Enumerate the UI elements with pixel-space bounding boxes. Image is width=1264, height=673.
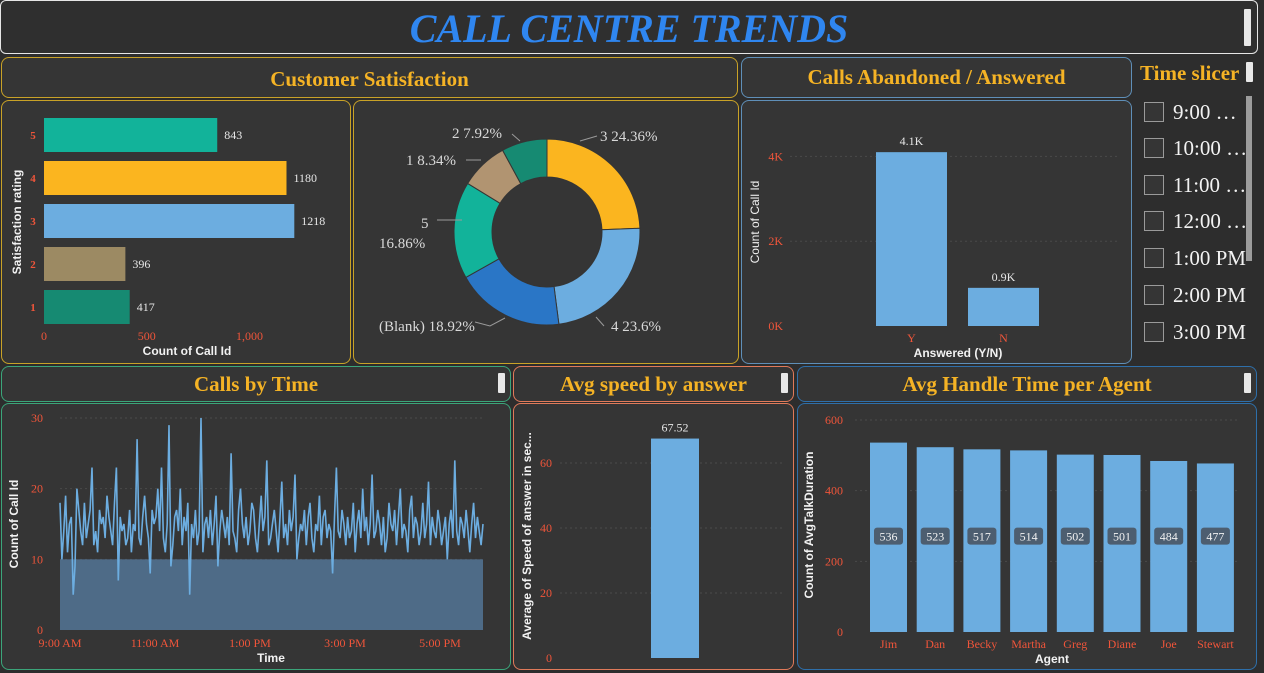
slicer-item[interactable]: 10:00 … <box>1144 135 1247 161</box>
header-calls-by-time-label: Calls by Time <box>193 372 319 396</box>
slicer-checkbox[interactable] <box>1144 102 1164 122</box>
slicer-scroll-track[interactable] <box>1246 96 1252 261</box>
header-calls-abandoned-label: Calls Abandoned / Answered <box>807 65 1066 89</box>
header-handle-time: Avg Handle Time per Agent <box>797 366 1257 402</box>
title-scrollbar[interactable] <box>1244 9 1251 46</box>
slicer-item[interactable]: 11:00 … <box>1144 172 1246 198</box>
header-avg-speed: Avg speed by answer <box>513 366 794 402</box>
handle-time-scrollbar[interactable] <box>1244 373 1251 393</box>
slicer-checkbox[interactable] <box>1144 322 1164 342</box>
header-time-slicer: Time slicer <box>1134 59 1254 89</box>
slicer-checkbox[interactable] <box>1144 175 1164 195</box>
slicer-item-label: 3:00 PM <box>1173 319 1246 344</box>
header-handle-time-label: Avg Handle Time per Agent <box>902 372 1152 396</box>
dashboard-title: CALL CENTRE TRENDS <box>409 6 849 51</box>
slicer-item-label: 2:00 PM <box>1173 282 1246 307</box>
abandoned-panel <box>741 100 1132 364</box>
slicer-item[interactable]: 12:00 … <box>1144 208 1247 234</box>
header-customer-satisfaction-label: Customer Satisfaction <box>270 67 469 91</box>
calls-by-time-scrollbar[interactable] <box>498 373 505 393</box>
slicer-checkbox[interactable] <box>1144 211 1164 231</box>
slicer-item-label: 11:00 … <box>1173 172 1247 197</box>
avg-speed-panel <box>513 403 794 670</box>
avg-speed-scrollbar[interactable] <box>781 373 788 393</box>
header-calls-abandoned: Calls Abandoned / Answered <box>741 57 1132 98</box>
slicer-item[interactable]: 9:00 … <box>1144 99 1237 125</box>
slicer-checkbox[interactable] <box>1144 248 1164 268</box>
slicer-item-label: 12:00 … <box>1173 208 1248 233</box>
header-customer-satisfaction: Customer Satisfaction <box>1 57 738 98</box>
handle-time-panel <box>797 403 1257 670</box>
slicer-checkbox[interactable] <box>1144 138 1164 158</box>
slicer-item[interactable]: 3:00 PM <box>1144 319 1246 345</box>
slicer-item[interactable]: 2:00 PM <box>1144 282 1246 308</box>
slicer-item[interactable]: 1:00 PM <box>1144 245 1246 271</box>
header-calls-by-time: Calls by Time <box>1 366 511 402</box>
slicer-item-label: 1:00 PM <box>1173 245 1246 270</box>
time-slicer <box>1134 92 1258 362</box>
title-bar: CALL CENTRE TRENDS <box>0 0 1258 54</box>
header-time-slicer-label: Time slicer <box>1140 61 1240 85</box>
satisfaction-bar-panel <box>1 100 351 364</box>
calls-by-time-panel <box>1 403 511 670</box>
slicer-item-label: 10:00 … <box>1173 135 1248 160</box>
slicer-checkbox[interactable] <box>1144 285 1164 305</box>
slicer-item-label: 9:00 … <box>1173 99 1237 124</box>
header-avg-speed-label: Avg speed by answer <box>560 372 747 396</box>
satisfaction-donut-panel <box>353 100 739 364</box>
slicer-header-scrollbar[interactable] <box>1246 62 1253 82</box>
